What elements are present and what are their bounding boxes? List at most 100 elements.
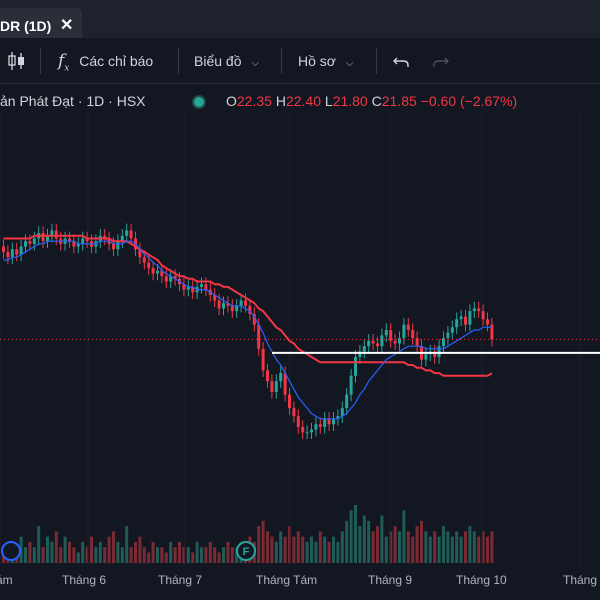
candle [389, 330, 393, 341]
candle [301, 426, 305, 433]
ohlc-readout: O22.35 H22.40 L21.80 C21.85 −0.60 (−2.67… [226, 93, 517, 109]
candle [490, 324, 494, 340]
candle [142, 257, 146, 263]
volume-bar [138, 536, 142, 563]
volume-bar [283, 536, 287, 563]
volume-bar [433, 531, 437, 563]
volume-bar [384, 536, 388, 563]
volume-bar [147, 552, 151, 563]
symbol-title: ản Phát Đạt · 1D · HSX [0, 93, 146, 109]
candle [296, 416, 300, 427]
volume-bar [450, 536, 454, 563]
chart-tab[interactable]: DR (1D) ✕ [0, 8, 82, 38]
candle [481, 311, 485, 320]
volume-bar [340, 531, 344, 563]
candle [85, 238, 89, 242]
volume-bar [50, 541, 54, 563]
volume-bar [376, 526, 379, 563]
volume-bar [415, 526, 419, 563]
volume-bar [398, 531, 401, 563]
candle [129, 230, 133, 239]
volume-bar [116, 541, 120, 563]
candle [450, 327, 454, 333]
volume-bar [160, 547, 164, 563]
volume-bar [195, 541, 199, 563]
x-axis: ám Tháng 6 Tháng 7 Tháng Tám Tháng 9 Tháng 10… [0, 573, 597, 587]
candle [147, 262, 151, 269]
volume-bar [59, 547, 63, 563]
candle [318, 424, 322, 427]
volume-bar [323, 536, 327, 563]
x-axis-label: ám [0, 573, 13, 587]
volume-bar [310, 536, 313, 563]
charts-dropdown[interactable]: Biểu đồ ⌵ [194, 50, 259, 72]
event-marker-label: F [243, 546, 250, 558]
candle [244, 300, 247, 306]
candle [433, 351, 437, 357]
candle [358, 351, 362, 357]
volume-bar [204, 547, 208, 563]
x-axis-label: Tháng [563, 573, 597, 587]
indicators-label: Các chỉ báo [79, 53, 154, 69]
volume-bar [459, 536, 463, 563]
volume-bar [129, 547, 133, 563]
candle [24, 241, 27, 247]
candles-icon[interactable] [6, 50, 26, 72]
candle [402, 324, 406, 339]
candle [288, 394, 291, 409]
tab-bar: DR (1D) ✕ [0, 0, 600, 38]
candle [283, 373, 287, 395]
close-icon[interactable]: ✕ [60, 17, 74, 34]
volume-bar [200, 547, 203, 563]
chart-toolbar: fx Các chỉ báo Biểu đồ ⌵ Hồ sơ ⌵ [0, 38, 600, 84]
volume-bar [54, 531, 58, 563]
volume-bar [318, 531, 322, 563]
candle [446, 332, 450, 339]
candle [380, 335, 384, 347]
market-status-dot [194, 97, 204, 107]
candle [336, 416, 340, 419]
volume-bar [481, 531, 485, 563]
change-value: −0.60 (−2.67%) [420, 93, 518, 109]
candle [125, 230, 129, 236]
volume-bar [173, 547, 177, 563]
volume-bar [186, 547, 190, 563]
volume-bar [112, 531, 115, 563]
candle [362, 346, 366, 352]
candle [41, 233, 45, 242]
toolbar-divider [178, 48, 179, 74]
candle [442, 338, 445, 347]
ma-long-line [3, 234, 493, 377]
volume-bar [279, 531, 283, 563]
volume-bar [349, 510, 353, 563]
candle [213, 295, 217, 301]
candle [169, 276, 173, 282]
redo-icon[interactable] [432, 50, 450, 72]
volume-bar [151, 541, 155, 563]
candle [472, 308, 476, 312]
volume-bar [164, 552, 168, 563]
candle [116, 241, 120, 250]
x-axis-label: Tháng Tám [256, 573, 317, 587]
candle [138, 249, 142, 258]
profile-dropdown[interactable]: Hồ sơ ⌵ [298, 50, 353, 72]
toolbar-divider [376, 48, 377, 74]
candle [274, 381, 278, 392]
volume-bar [182, 547, 186, 563]
candle [345, 394, 349, 409]
undo-icon[interactable] [392, 50, 410, 72]
high-value: 22.40 [285, 93, 321, 109]
volume-bar [125, 526, 129, 563]
volume-bar [327, 541, 331, 563]
fx-icon: fx [58, 51, 70, 74]
volume-bar [103, 547, 107, 563]
volume-bar [455, 531, 459, 563]
volume-bar [142, 547, 146, 563]
candle [340, 408, 344, 417]
volume-bar [63, 536, 67, 563]
indicators-button[interactable]: fx Các chỉ báo [58, 50, 154, 74]
volume-bar [411, 536, 415, 563]
candle [464, 316, 467, 325]
candle [191, 286, 195, 293]
